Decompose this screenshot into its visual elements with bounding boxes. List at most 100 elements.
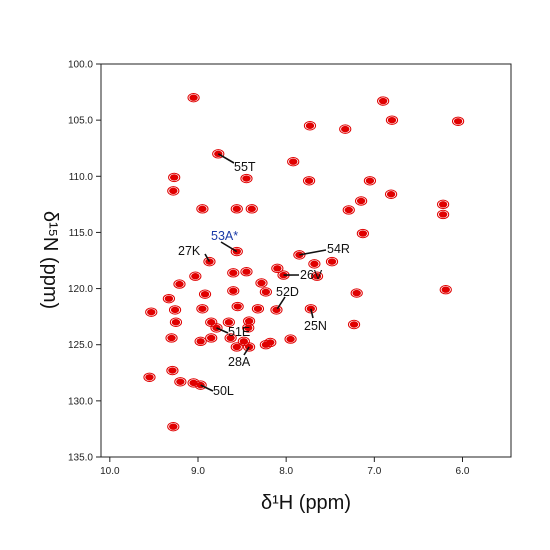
peak bbox=[270, 305, 283, 315]
peak bbox=[350, 288, 363, 298]
peak bbox=[451, 116, 465, 126]
y-tick-label: 130.0 bbox=[68, 396, 93, 407]
peak bbox=[166, 365, 179, 376]
y-tick-label: 125.0 bbox=[68, 340, 93, 351]
y-tick-label: 120.0 bbox=[68, 284, 93, 295]
peak bbox=[174, 377, 187, 387]
peak bbox=[308, 259, 321, 269]
peak bbox=[342, 205, 355, 215]
annotation-label: 51E bbox=[228, 325, 250, 339]
peak bbox=[240, 267, 253, 277]
peak bbox=[168, 172, 181, 183]
peak bbox=[198, 289, 212, 299]
x-tick-label: 10.0 bbox=[100, 466, 120, 477]
x-axis-title: δ¹H (ppm) bbox=[261, 492, 351, 514]
peaks-layer bbox=[143, 92, 465, 432]
peak bbox=[363, 176, 377, 186]
peak bbox=[173, 279, 186, 289]
peak bbox=[271, 263, 284, 274]
peak bbox=[242, 323, 255, 333]
peak bbox=[196, 304, 209, 314]
x-tick-label: 7.0 bbox=[367, 466, 381, 477]
peak-annotation: 55T bbox=[217, 153, 256, 174]
y-tick-label: 100.0 bbox=[68, 60, 93, 71]
peak-annotation: 50L bbox=[200, 384, 234, 398]
peak bbox=[310, 271, 324, 281]
peak bbox=[377, 96, 390, 106]
peak bbox=[243, 342, 256, 352]
peak-annotation: 27K bbox=[178, 244, 211, 263]
peak bbox=[222, 317, 235, 327]
peak bbox=[437, 209, 450, 220]
x-tick-label: 9.0 bbox=[191, 466, 205, 477]
peak bbox=[227, 286, 240, 296]
peak bbox=[231, 301, 244, 312]
peak bbox=[145, 307, 158, 317]
y-tick-label: 110.0 bbox=[69, 172, 94, 183]
peak bbox=[302, 176, 316, 186]
peak-annotation: 54R bbox=[299, 242, 350, 256]
peak bbox=[385, 115, 399, 125]
peak bbox=[230, 204, 243, 214]
peak-annotation: 51E bbox=[216, 325, 250, 339]
peak bbox=[187, 378, 200, 388]
peak bbox=[284, 334, 297, 344]
peak bbox=[189, 271, 202, 281]
x-tick-label: 6.0 bbox=[456, 466, 470, 477]
annotation-label: 25N bbox=[304, 319, 327, 333]
y-tick-label: 105.0 bbox=[68, 116, 93, 127]
peak bbox=[384, 189, 398, 199]
peak bbox=[255, 278, 268, 288]
peak bbox=[355, 196, 368, 206]
peak bbox=[167, 186, 180, 196]
annotation-label: 54R bbox=[327, 242, 350, 256]
peak bbox=[251, 304, 265, 314]
annotation-label: 27K bbox=[178, 244, 201, 258]
annotation-label: 55T bbox=[234, 160, 256, 174]
peak bbox=[230, 342, 243, 352]
peak bbox=[339, 124, 352, 134]
peak bbox=[194, 336, 207, 347]
annotation-label: 28A bbox=[228, 355, 251, 369]
peak-annotation: 25N bbox=[304, 308, 327, 333]
peak-annotation: 28A bbox=[228, 346, 251, 369]
peak bbox=[227, 268, 240, 278]
peak bbox=[224, 333, 237, 343]
y-tick-label: 115.0 bbox=[69, 228, 94, 239]
peak bbox=[169, 317, 183, 327]
peak bbox=[210, 323, 223, 333]
y-tick-label: 135.0 bbox=[68, 453, 93, 464]
peak-annotation: 53A* bbox=[211, 229, 238, 253]
peak bbox=[356, 228, 369, 239]
peak bbox=[162, 293, 175, 304]
peak bbox=[168, 305, 182, 315]
peak bbox=[437, 199, 450, 210]
annotation-label: 26V bbox=[300, 268, 323, 282]
peak bbox=[347, 319, 361, 330]
peak bbox=[165, 333, 178, 343]
peak bbox=[240, 173, 253, 184]
y-axis-title: δ¹⁵N (ppm) bbox=[39, 211, 61, 309]
peak bbox=[143, 372, 156, 382]
plot-frame bbox=[100, 63, 512, 458]
axes-layer: 10.0 9.0 8.0 7.0 6.0 100.0 105.0 110.0 115.0 120.… bbox=[68, 60, 470, 478]
x-tick-label: 8.0 bbox=[279, 466, 293, 477]
peak bbox=[287, 156, 300, 167]
annotation-label: 52D bbox=[276, 285, 299, 299]
peak bbox=[259, 340, 272, 350]
peak bbox=[196, 204, 209, 214]
peak-annotation: 26V bbox=[283, 268, 323, 282]
peak bbox=[303, 121, 317, 131]
peak-annotation: 52D bbox=[276, 285, 299, 310]
annotation-label: 53A* bbox=[211, 229, 238, 243]
annotation-label: 50L bbox=[213, 384, 234, 398]
peak bbox=[245, 204, 258, 214]
peak bbox=[325, 256, 339, 267]
peak bbox=[439, 284, 452, 295]
peak bbox=[304, 304, 317, 314]
peak bbox=[187, 92, 200, 103]
peak bbox=[167, 421, 180, 432]
